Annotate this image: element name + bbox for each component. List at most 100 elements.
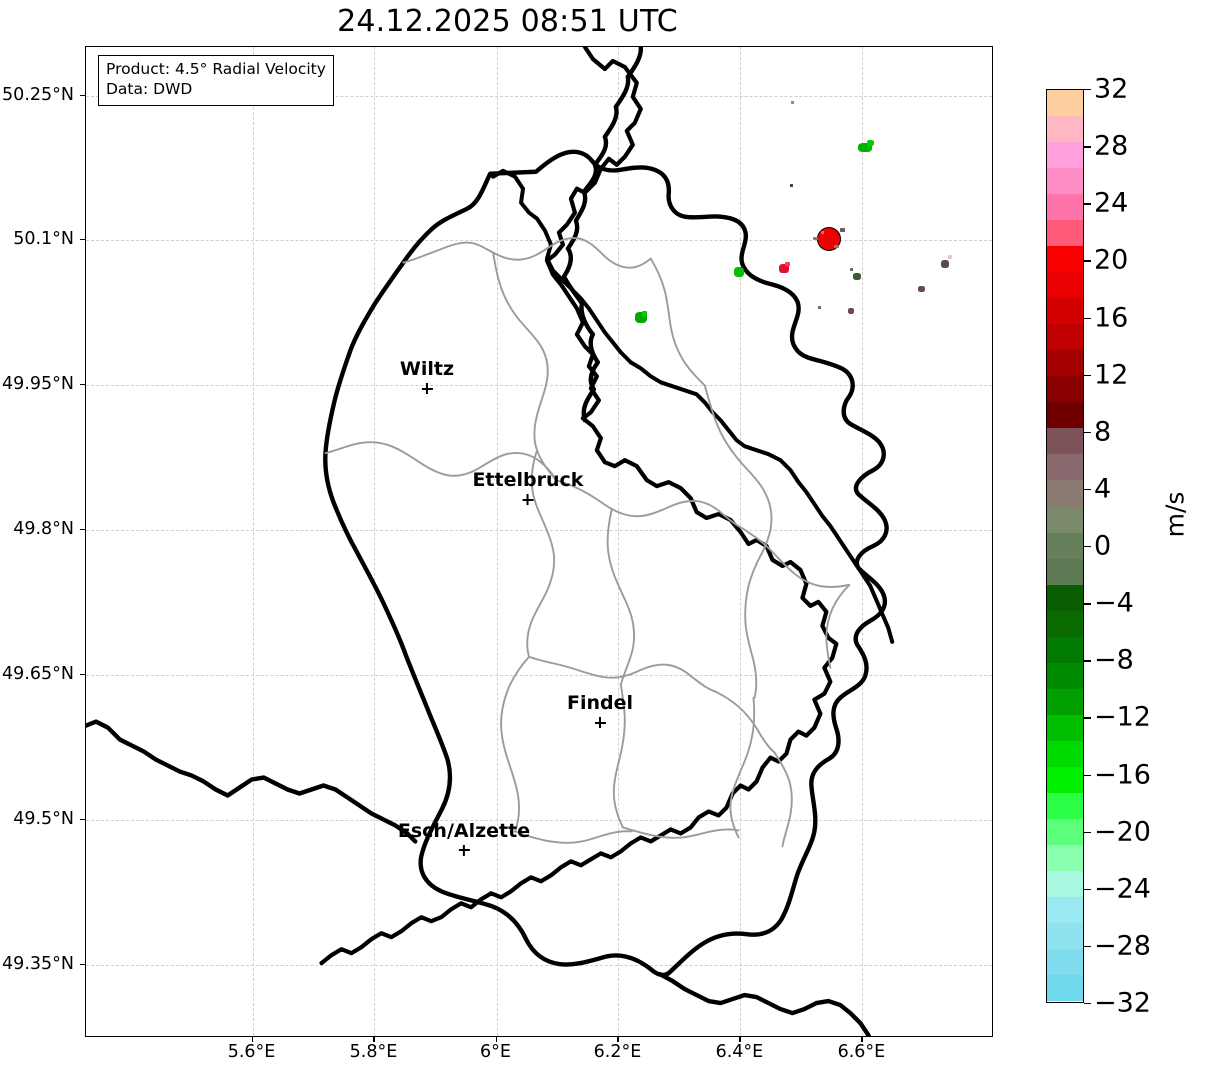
- colorbar-band: [1047, 220, 1083, 247]
- y-tick-mark: [80, 963, 85, 966]
- colorbar-band: [1047, 818, 1083, 845]
- y-tick-label-4: 49.65°N: [2, 663, 74, 684]
- radar-echo: [853, 273, 862, 281]
- colorbar-tick-mark: [1084, 374, 1091, 377]
- colorbar-tick-mark: [1084, 203, 1091, 205]
- radar-echo: [790, 100, 794, 104]
- colorbar-band: [1047, 949, 1083, 976]
- colorbar-tick-mark: [1084, 717, 1091, 719]
- map-plot-area[interactable]: Product: 4.5° Radial Velocity Data: DWD …: [85, 46, 993, 1037]
- colorbar-band: [1047, 272, 1083, 299]
- x-tick-label-0: 5.6°E: [227, 1042, 276, 1062]
- colorbar-tick-label-12: −16: [1094, 759, 1151, 790]
- radar-echo: [847, 307, 854, 314]
- radar-echo: [839, 227, 845, 232]
- gridline-vertical: [496, 47, 498, 1036]
- info-product-line: Product: 4.5° Radial Velocity: [106, 60, 326, 78]
- colorbar-tick-label-6: 8: [1094, 416, 1112, 448]
- colorbar-tick-label-11: −12: [1094, 701, 1151, 733]
- gridline-vertical: [252, 47, 254, 1036]
- colorbar-tick-label-9: −4: [1094, 587, 1134, 619]
- x-tick-label-2: 6°E: [480, 1042, 511, 1062]
- x-tick-label-3: 6.2°E: [593, 1042, 642, 1062]
- colorbar-tick-label-8: 0: [1094, 530, 1112, 562]
- radar-echo: [784, 261, 790, 266]
- radar-echo: [833, 244, 839, 248]
- colorbar-tick-mark: [1084, 774, 1091, 776]
- y-tick-mark: [80, 529, 85, 531]
- x-tick-label-5: 6.6°E: [837, 1042, 886, 1062]
- gridline-horizontal: [86, 385, 992, 387]
- figure-title: 24.12.2025 08:51 UTC: [337, 4, 678, 39]
- y-tick-mark: [80, 94, 85, 97]
- colorbar-tick-label-13: −20: [1094, 816, 1151, 848]
- colorbar-tick-mark: [1084, 260, 1091, 262]
- colorbar-band: [1047, 610, 1083, 637]
- y-tick-label-5: 49.5°N: [13, 808, 74, 829]
- colorbar-band: [1047, 792, 1083, 819]
- colorbar-band: [1047, 896, 1083, 923]
- gridline-horizontal: [86, 819, 992, 821]
- colorbar-band: [1047, 584, 1083, 611]
- colorbar-band: [1047, 90, 1083, 117]
- colorbar-tick-label-1: 28: [1094, 130, 1129, 162]
- colorbar-band: [1047, 194, 1083, 221]
- gridline-vertical: [374, 47, 376, 1036]
- radar-echo: [778, 263, 789, 273]
- gridline-vertical: [618, 47, 620, 1036]
- colorbar-band: [1047, 402, 1083, 429]
- radar-echo: [812, 236, 818, 240]
- x-tick-label-4: 6.4°E: [715, 1042, 764, 1062]
- y-tick-mark: [80, 818, 85, 821]
- colorbar-tick-label-16: −32: [1094, 987, 1151, 1019]
- colorbar-band: [1047, 116, 1083, 143]
- colorbar-band: [1047, 428, 1083, 455]
- colorbar-tick-mark: [1084, 945, 1091, 948]
- x-tick-mark: [251, 1037, 253, 1042]
- colorbar-tick-mark: [1084, 546, 1091, 548]
- x-tick-mark: [861, 1037, 863, 1042]
- colorbar-band: [1047, 923, 1083, 950]
- radar-echo: [634, 312, 647, 324]
- x-tick-mark: [617, 1037, 619, 1042]
- gridline-horizontal: [86, 240, 992, 242]
- colorbar-tick-label-14: −24: [1094, 873, 1151, 905]
- colorbar-band: [1047, 350, 1083, 377]
- colorbar-tick-mark: [1084, 831, 1091, 834]
- x-tick-label-1: 5.8°E: [349, 1042, 398, 1062]
- colorbar-tick-label-5: 12: [1094, 359, 1129, 391]
- colorbar-tick-mark: [1084, 317, 1091, 319]
- gridline-horizontal: [86, 964, 992, 966]
- y-tick-mark: [80, 384, 85, 386]
- colorbar-tick-mark: [1084, 603, 1091, 605]
- radar-echo: [849, 268, 853, 272]
- colorbar-band: [1047, 532, 1083, 559]
- colorbar-band: [1047, 740, 1083, 767]
- colorbar[interactable]: [1046, 89, 1084, 1003]
- radar-echo: [948, 255, 953, 260]
- colorbar-band: [1047, 636, 1083, 663]
- colorbar-band: [1047, 480, 1083, 507]
- y-tick-mark: [80, 673, 85, 676]
- colorbar-tick-label-0: 32: [1094, 73, 1129, 105]
- colorbar-band: [1047, 454, 1083, 481]
- y-tick-label-1: 50.1°N: [13, 229, 74, 250]
- colorbar-tick-mark: [1084, 888, 1091, 891]
- colorbar-band: [1047, 975, 1083, 1002]
- colorbar-unit-label: m/s: [1160, 491, 1190, 538]
- x-tick-mark: [739, 1037, 741, 1042]
- colorbar-band: [1047, 844, 1083, 871]
- colorbar-tick-label-10: −8: [1094, 644, 1134, 676]
- colorbar-tick-mark: [1084, 431, 1091, 434]
- y-tick-label-3: 49.8°N: [13, 519, 74, 539]
- colorbar-band: [1047, 168, 1083, 195]
- colorbar-band: [1047, 558, 1083, 585]
- info-box: Product: 4.5° Radial Velocity Data: DWD: [98, 55, 334, 106]
- x-tick-mark: [373, 1037, 375, 1042]
- colorbar-band: [1047, 766, 1083, 793]
- gridline-horizontal: [86, 95, 992, 97]
- colorbar-band: [1047, 506, 1083, 533]
- colorbar-tick-mark: [1084, 146, 1091, 148]
- radar-echo: [917, 285, 925, 292]
- colorbar-band: [1047, 298, 1083, 325]
